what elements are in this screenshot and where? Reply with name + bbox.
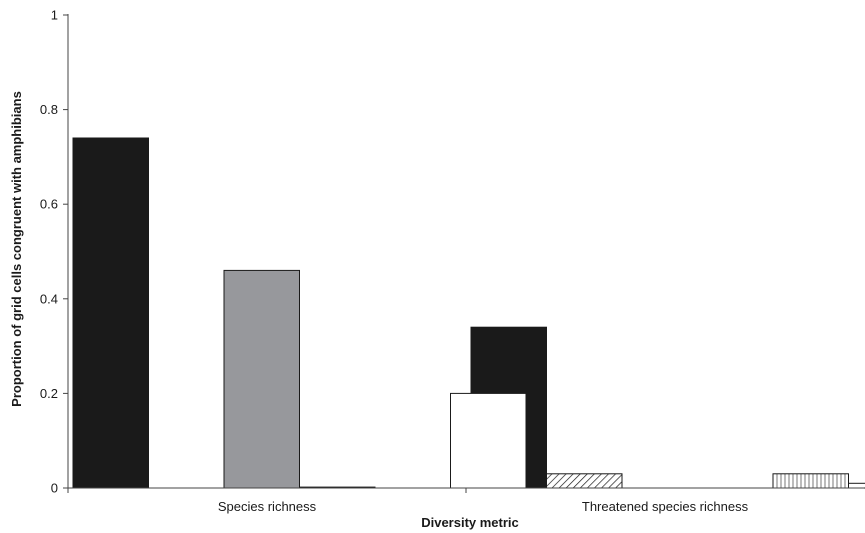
bar-series-1-species-richness (72, 137, 149, 489)
bar-series-5-threatened-species-richness (772, 473, 849, 489)
y-tick-label: 0.4 (40, 291, 58, 306)
y-tick-label: 1 (51, 8, 58, 23)
x-category-label: Species richness (218, 499, 317, 514)
y-tick-label: 0.8 (40, 102, 58, 117)
bars-group (72, 137, 865, 489)
bar-series-2-threatened-species-richness (546, 473, 623, 489)
x-axis-title: Diversity metric (421, 515, 519, 530)
y-tick-label: 0.6 (40, 197, 58, 212)
bar-series-3-species-richness (223, 269, 300, 489)
y-axis-title: Proportion of grid cells congruent with … (9, 91, 24, 407)
x-category-label: Threatened species richness (582, 499, 749, 514)
bar-series-6-threatened-species-richness (848, 482, 865, 489)
axes-group: 0 0.2 0.4 0.6 0.8 1 Species richness Threatened… (40, 8, 864, 514)
y-tick-label: 0 (51, 481, 58, 496)
bar-series-6-species-richness (450, 392, 527, 489)
y-tick-label: 0.2 (40, 386, 58, 401)
